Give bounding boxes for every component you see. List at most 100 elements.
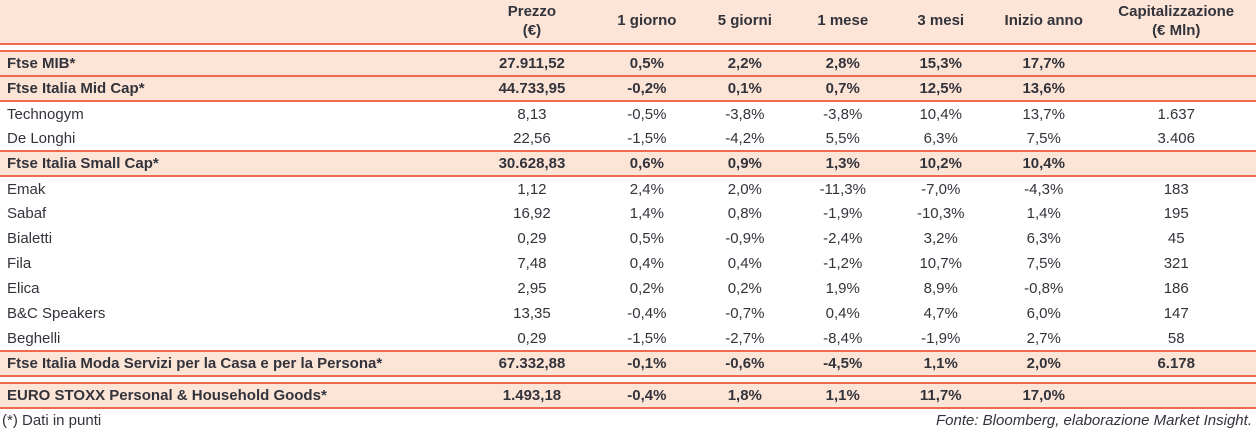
cell-ytd: 6,3%: [990, 226, 1097, 251]
row-name: Ftse Italia Small Cap*: [0, 150, 465, 177]
stock-row: Fila 7,48 0,4% 0,4% -1,2% 10,7% 7,5% 321: [0, 251, 1256, 276]
index-row: Ftse Italia Mid Cap* 44.733,95 -0,2% 0,1% 0,…: [0, 75, 1256, 102]
cell-g5: 0,9%: [694, 150, 796, 177]
spacer-row: [0, 376, 1256, 383]
stock-row: Emak 1,12 2,4% 2,0% -11,3% -7,0% -4,3% 183: [0, 176, 1256, 201]
cell-g5: 0,2%: [694, 276, 796, 301]
cell-g5: -0,9%: [694, 226, 796, 251]
column-header-prezzo-line1: Prezzo: [507, 2, 557, 20]
cell-g1: -1,5%: [599, 126, 695, 151]
cell-ytd: 13,6%: [990, 75, 1097, 102]
cell-g1: 0,4%: [599, 251, 695, 276]
cell-cap: 195: [1096, 201, 1256, 226]
column-header-5-giorni-label: 5 giorni: [717, 12, 772, 30]
row-name: Fila: [0, 251, 465, 276]
cell-prezzo: 0,29: [464, 326, 600, 351]
cell-prezzo: 44.733,95: [464, 75, 600, 102]
table-header: Prezzo (€) 1 giorno 5 giorni 1 mese 3 me…: [0, 0, 1256, 45]
cell-prezzo: 13,35: [464, 301, 600, 326]
cell-ytd: 17,0%: [990, 382, 1097, 409]
cell-prezzo: 27.911,52: [464, 50, 600, 77]
cell-g5: -2,7%: [694, 326, 796, 351]
cell-g5: 1,8%: [694, 382, 796, 409]
cell-g5: 2,0%: [694, 176, 796, 201]
row-name: Sabaf: [0, 201, 465, 226]
cell-m1: 1,9%: [795, 276, 891, 301]
footnote-dati-in-punti: (*) Dati in punti: [2, 412, 102, 429]
cell-m1: -2,4%: [795, 226, 891, 251]
row-name: De Longhi: [0, 126, 465, 151]
cell-ytd: 7,5%: [990, 251, 1097, 276]
cell-g1: 2,4%: [599, 176, 695, 201]
header-row: Prezzo (€) 1 giorno 5 giorni 1 mese 3 me…: [0, 0, 1256, 45]
cell-g5: 0,1%: [694, 75, 796, 102]
cell-g1: 1,4%: [599, 201, 695, 226]
cell-g1: 0,5%: [599, 50, 695, 77]
cell-m3: 12,5%: [890, 75, 991, 102]
row-name: Ftse MIB*: [0, 50, 465, 77]
cell-prezzo: 1,12: [464, 176, 600, 201]
cell-m1: -8,4%: [795, 326, 891, 351]
cell-g5: -4,2%: [694, 126, 796, 151]
cell-cap: [1096, 382, 1256, 409]
cell-ytd: -0,8%: [990, 276, 1097, 301]
cell-g5: 2,2%: [694, 50, 796, 77]
cell-g5: 0,4%: [694, 251, 796, 276]
stock-row: Sabaf 16,92 1,4% 0,8% -1,9% -10,3% 1,4% 195: [0, 201, 1256, 226]
cell-g1: -1,5%: [599, 326, 695, 351]
column-header-prezzo-line2: (€): [522, 21, 542, 39]
column-header-prezzo: Prezzo (€): [464, 0, 600, 45]
cell-m3: 10,4%: [890, 101, 991, 126]
cell-m3: 4,7%: [890, 301, 991, 326]
cell-cap: [1096, 75, 1256, 102]
cell-ytd: 2,7%: [990, 326, 1097, 351]
cell-prezzo: 1.493,18: [464, 382, 600, 409]
column-header-inizio-anno-label: Inizio anno: [1004, 12, 1083, 30]
cell-g5: 0,8%: [694, 201, 796, 226]
cell-m3: 11,7%: [890, 382, 991, 409]
cell-prezzo: 0,29: [464, 226, 600, 251]
source-attribution: Fonte: Bloomberg, elaborazione Market In…: [935, 412, 1252, 429]
performance-table: Prezzo (€) 1 giorno 5 giorni 1 mese 3 me…: [0, 0, 1256, 409]
cell-prezzo: 16,92: [464, 201, 600, 226]
column-header-5-giorni: 5 giorni: [694, 0, 796, 45]
cell-cap: [1096, 50, 1256, 77]
cell-g1: 0,2%: [599, 276, 695, 301]
cell-cap: 58: [1096, 326, 1256, 351]
cell-cap: 3.406: [1096, 126, 1256, 151]
cell-ytd: -4,3%: [990, 176, 1097, 201]
cell-m1: 1,1%: [795, 382, 891, 409]
cell-ytd: 10,4%: [990, 150, 1097, 177]
cell-m1: -4,5%: [795, 350, 891, 377]
cell-g1: -0,2%: [599, 75, 695, 102]
cell-ytd: 7,5%: [990, 126, 1097, 151]
stock-row: Bialetti 0,29 0,5% -0,9% -2,4% 3,2% 6,3% 45: [0, 226, 1256, 251]
cell-g1: 0,6%: [599, 150, 695, 177]
cell-prezzo: 2,95: [464, 276, 600, 301]
column-header-name: [0, 0, 465, 45]
cell-m3: -10,3%: [890, 201, 991, 226]
spacer-cell: [0, 376, 1256, 383]
cell-m1: -1,2%: [795, 251, 891, 276]
cell-prezzo: 67.332,88: [464, 350, 600, 377]
table-footer: (*) Dati in punti Fonte: Bloomberg, elab…: [0, 409, 1256, 429]
cell-m3: 10,7%: [890, 251, 991, 276]
cell-cap: [1096, 150, 1256, 177]
column-header-3-mesi: 3 mesi: [890, 0, 991, 45]
row-name: EURO STOXX Personal & Household Goods*: [0, 382, 465, 409]
cell-m1: 0,4%: [795, 301, 891, 326]
cell-g1: -0,1%: [599, 350, 695, 377]
stock-row: Technogym 8,13 -0,5% -3,8% -3,8% 10,4% 13,7% 1.…: [0, 101, 1256, 126]
cell-ytd: 6,0%: [990, 301, 1097, 326]
cell-g5: -0,7%: [694, 301, 796, 326]
stock-row: Beghelli 0,29 -1,5% -2,7% -8,4% -1,9% 2,7% 58: [0, 326, 1256, 351]
cell-ytd: 2,0%: [990, 350, 1097, 377]
index-row: EURO STOXX Personal & Household Goods* 1.…: [0, 382, 1256, 409]
cell-m3: 10,2%: [890, 150, 991, 177]
index-row: Ftse Italia Small Cap* 30.628,83 0,6% 0,9% 1…: [0, 150, 1256, 177]
spacer-row: [0, 44, 1256, 51]
cell-prezzo: 7,48: [464, 251, 600, 276]
column-header-capitalizzazione: Capitalizzazione (€ Mln): [1096, 0, 1256, 45]
cell-m3: 15,3%: [890, 50, 991, 77]
cell-g1: -0,4%: [599, 382, 695, 409]
